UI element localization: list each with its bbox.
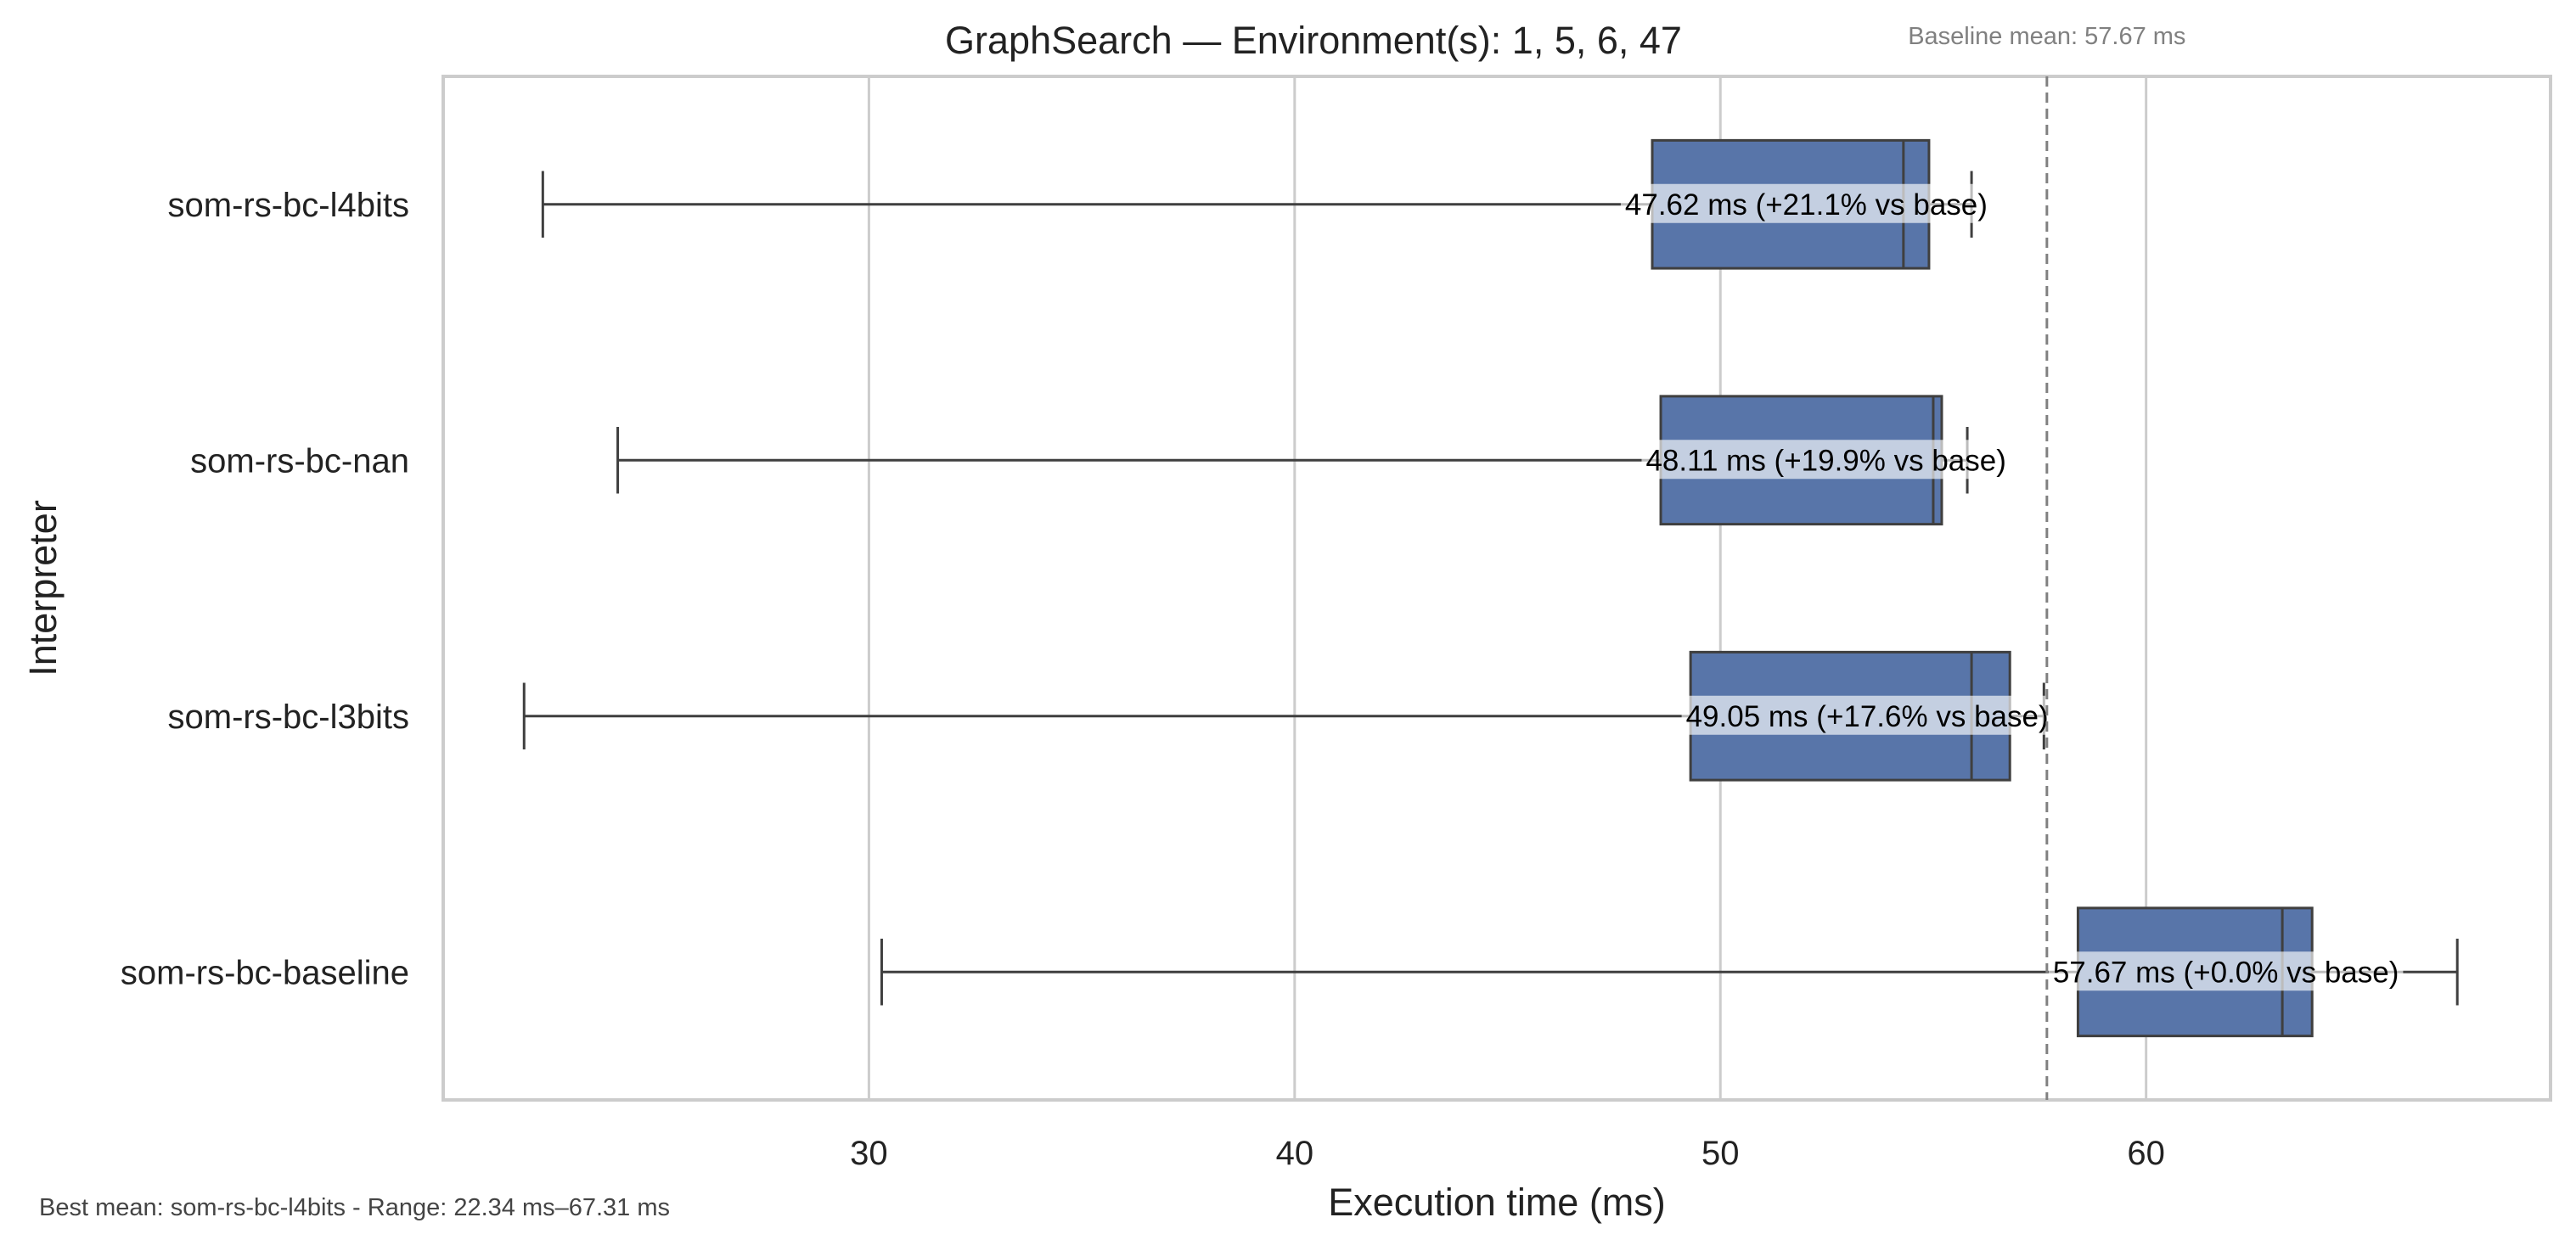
footnote: Best mean: som-rs-bc-l4bits - Range: 22.…: [39, 1194, 671, 1221]
box-som-rs-bc-l3bits: 49.05 ms (+17.6% vs base): [522, 650, 2053, 782]
mean-label-background: [1620, 183, 1992, 223]
mean-label-background: [1681, 695, 2053, 735]
mean-label: 49.05 ms (+17.6% vs base): [1686, 700, 2049, 733]
baseline-reference: Baseline mean: 57.67 ms: [1908, 23, 2185, 1100]
mean-label: 57.67 ms (+0.0% vs base): [2053, 956, 2399, 989]
plot-frame: [442, 75, 2552, 1102]
x-tick-labels: 30 40 50 60: [850, 1135, 2165, 1172]
gridlines: [867, 76, 2148, 1100]
box-som-rs-bc-nan: 48.11 ms (+19.9% vs base): [616, 395, 2011, 526]
y-category-label: som-rs-bc-l3bits: [168, 698, 409, 736]
mean-label-background: [1641, 440, 2011, 480]
box-som-rs-bc-l4bits: 47.62 ms (+21.1% vs base): [541, 138, 1992, 270]
mean-label-background: [2048, 951, 2404, 991]
mean-label: 47.62 ms (+21.1% vs base): [1625, 188, 1988, 222]
y-category-labels: som-rs-bc-l4bits som-rs-bc-nan som-rs-bc-l…: [121, 187, 409, 992]
chart-title: GraphSearch — Environment(s): 1, 5, 6, 4…: [945, 19, 1682, 62]
y-category-label: som-rs-bc-nan: [190, 442, 409, 480]
boxes: 47.62 ms (+21.1% vs base) 48.11 ms (+19.9…: [522, 138, 2459, 1038]
y-category-label: som-rs-bc-l4bits: [168, 187, 409, 224]
y-axis-label: Interpreter: [21, 500, 65, 676]
x-axis-label: Execution time (ms): [1328, 1181, 1666, 1224]
x-tick-label: 40: [1276, 1135, 1314, 1172]
x-tick-label: 60: [2127, 1135, 2165, 1172]
y-category-label: som-rs-bc-baseline: [121, 954, 409, 991]
mean-label: 48.11 ms (+19.9% vs base): [1645, 444, 2005, 477]
box-som-rs-bc-baseline: 57.67 ms (+0.0% vs base): [880, 906, 2459, 1038]
baseline-mean-label: Baseline mean: 57.67 ms: [1908, 23, 2185, 50]
x-tick-label: 30: [850, 1135, 888, 1172]
x-tick-label: 50: [1701, 1135, 1740, 1172]
